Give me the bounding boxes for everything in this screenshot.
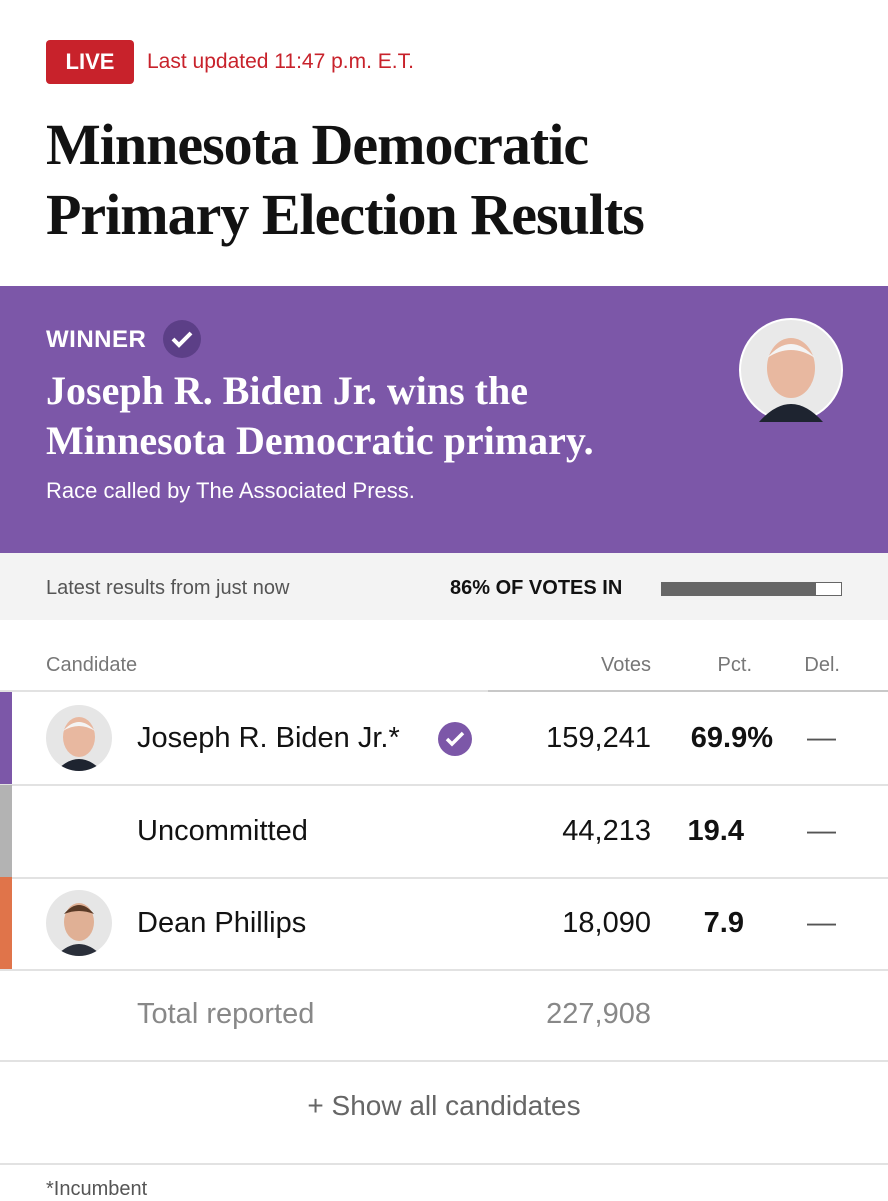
progress-track	[661, 582, 842, 596]
candidate-row: Joseph R. Biden Jr.* 159,241 69.9% —	[0, 692, 888, 786]
candidate-delegates: —	[807, 722, 836, 754]
winner-check	[438, 722, 472, 756]
status-bar: Latest results from just now 86% OF VOTE…	[0, 553, 888, 620]
divider	[0, 1163, 888, 1165]
candidate-color-bar	[0, 877, 12, 969]
candidate-color-bar	[0, 785, 12, 877]
candidate-pct: 7.9	[703, 907, 744, 939]
race-called-note: Race called by The Associated Press.	[46, 478, 415, 503]
candidate-row: Uncommitted 44,213 19.4 —	[0, 785, 888, 879]
winner-label: WINNER	[46, 326, 147, 353]
winner-check	[163, 320, 201, 358]
header-divider	[488, 690, 888, 692]
candidate-name: Uncommitted	[137, 815, 308, 847]
footnote: *Incumbent	[46, 1178, 148, 1200]
col-votes: Votes	[600, 654, 651, 676]
header-divider	[0, 690, 488, 692]
candidate-delegates: —	[807, 815, 836, 847]
candidate-votes: 44,213	[562, 815, 651, 847]
latest-results: Latest results from just now	[46, 577, 290, 599]
candidate-color-bar	[0, 692, 12, 784]
col-candidate: Candidate	[46, 654, 138, 676]
candidate-name: Joseph R. Biden Jr.*	[137, 722, 400, 754]
winner-headline: Joseph R. Biden Jr. wins the Minnesota D…	[46, 368, 594, 463]
total-row: Total reported 227,908	[0, 968, 888, 1062]
show-all-button[interactable]: + Show all candidates	[307, 1090, 581, 1121]
winner-panel: WINNER Joseph R. Biden Jr. wins the Minn…	[0, 286, 888, 553]
last-updated: Last updated 11:47 p.m. E.T.	[147, 50, 414, 73]
total-votes: 227,908	[546, 998, 651, 1030]
live-badge: LIVE	[46, 40, 134, 84]
candidate-pct: 19.4	[687, 815, 744, 847]
candidate-photo	[46, 890, 112, 956]
total-label: Total reported	[137, 998, 315, 1030]
page-title: Minnesota Democratic Primary Election Re…	[46, 112, 645, 247]
candidate-pct: 69.9%	[690, 722, 773, 754]
progress-fill	[662, 583, 816, 595]
candidate-row: Dean Phillips 18,090 7.9 —	[0, 877, 888, 971]
votes-in-label: 86% OF VOTES IN	[450, 577, 623, 599]
col-del: Del.	[804, 654, 840, 676]
candidate-votes: 159,241	[546, 722, 651, 754]
candidate-votes: 18,090	[562, 907, 651, 939]
candidate-photo	[46, 705, 112, 771]
candidate-name: Dean Phillips	[137, 907, 307, 939]
winner-photo	[739, 318, 843, 422]
col-pct: Pct.	[717, 654, 752, 676]
candidate-delegates: —	[807, 907, 836, 939]
